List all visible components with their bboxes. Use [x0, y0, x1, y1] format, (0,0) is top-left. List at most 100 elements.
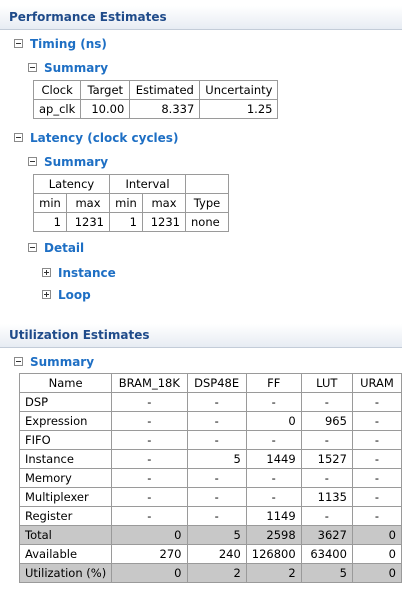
table-cell: -	[300, 468, 353, 488]
collapse-icon[interactable]	[14, 133, 23, 142]
utilization-summary-node[interactable]: Summary	[14, 353, 94, 371]
expand-icon[interactable]	[42, 290, 51, 299]
table-cell: 1231	[66, 212, 110, 232]
table-cell: -	[245, 487, 302, 507]
table-cell: 1	[33, 212, 67, 232]
table-cell: -	[186, 506, 247, 526]
table-header-cell: Clock	[32, 80, 82, 100]
table-cell: -	[300, 430, 353, 450]
table-cell: -	[245, 468, 302, 488]
table-cell: 240	[186, 544, 247, 564]
table-cell: 2598	[245, 525, 302, 545]
table-cell: 1.25	[199, 99, 279, 119]
table-cell: 1449	[245, 449, 302, 469]
table-row: 1 1231 1 1231 none	[33, 212, 229, 232]
table-cell: -	[351, 468, 402, 488]
row-name-cell: Utilization (%)	[18, 563, 113, 583]
table-cell: 0	[351, 563, 402, 583]
table-row: FIFO - - - - -	[18, 430, 402, 450]
instance-tree-node[interactable]: Instance	[42, 264, 116, 282]
table-row: Total 0 5 2598 3627 0	[18, 525, 402, 545]
table-header-cell: Type	[185, 193, 229, 213]
table-row: Memory - - - - -	[18, 468, 402, 488]
table-cell: -	[351, 430, 402, 450]
row-name-cell: Available	[18, 544, 113, 564]
table-header-cell: Estimated	[129, 80, 201, 100]
expand-icon[interactable]	[42, 268, 51, 277]
performance-estimates-header: Performance Estimates	[0, 6, 402, 30]
latency-summary-node[interactable]: Summary	[28, 153, 108, 171]
timing-label: Timing (ns)	[30, 37, 107, 51]
table-cell: -	[111, 487, 188, 507]
row-name-cell: Memory	[18, 468, 113, 488]
table-cell: 5	[186, 449, 247, 469]
table-header-cell: min	[33, 193, 67, 213]
table-cell: 2	[186, 563, 247, 583]
table-cell: 0	[245, 411, 302, 431]
detail-tree-node[interactable]: Detail	[28, 239, 84, 257]
utilization-summary-label: Summary	[30, 355, 95, 369]
timing-summary-node[interactable]: Summary	[28, 59, 108, 77]
table-header-cell: Latency	[33, 174, 110, 194]
table-row: DSP - - - - -	[18, 392, 402, 412]
table-header-cell: BRAM_18K	[111, 373, 188, 393]
table-header-cell: Interval	[109, 174, 186, 194]
collapse-icon[interactable]	[14, 39, 23, 48]
table-header-cell: DSP48E	[186, 373, 247, 393]
table-cell: ap_clk	[32, 99, 82, 119]
table-cell: -	[351, 487, 402, 507]
table-cell: 1	[109, 212, 143, 232]
table-cell: 63400	[300, 544, 353, 564]
table-cell: 270	[111, 544, 188, 564]
collapse-icon[interactable]	[28, 243, 37, 252]
loop-tree-node[interactable]: Loop	[42, 286, 91, 304]
table-cell: -	[300, 392, 353, 412]
collapse-icon[interactable]	[28, 63, 37, 72]
table-cell: 965	[300, 411, 353, 431]
table-cell: -	[186, 487, 247, 507]
table-header-cell: Name	[18, 373, 113, 393]
timing-summary-label: Summary	[44, 61, 109, 75]
table-header-cell: FF	[245, 373, 302, 393]
table-header-cell: max	[66, 193, 110, 213]
table-cell: -	[351, 449, 402, 469]
table-row: Expression - -0 965-	[18, 411, 402, 431]
table-cell: -	[186, 411, 247, 431]
table-cell: -	[111, 411, 188, 431]
table-row: ap_clk 10.00 8.337 1.25	[32, 99, 279, 119]
row-name-cell: DSP	[18, 392, 113, 412]
table-cell: -	[111, 430, 188, 450]
table-cell: -	[351, 392, 402, 412]
table-cell: -	[245, 430, 302, 450]
table-cell: 126800	[245, 544, 302, 564]
timing-table: Clock Target Estimated Uncertainty ap_cl…	[32, 80, 279, 119]
table-cell: -	[351, 506, 402, 526]
table-row: Multiplexer - - -1135-	[18, 487, 402, 507]
table-header-cell: Uncertainty	[199, 80, 279, 100]
table-cell: -	[186, 468, 247, 488]
row-name-cell: Total	[18, 525, 113, 545]
row-name-cell: Register	[18, 506, 113, 526]
table-cell: 0	[111, 525, 188, 545]
utilization-table: Name BRAM_18K DSP48E FF LUT URAM DSP - - - -…	[18, 373, 402, 583]
latency-table: Latency Interval min max min max Type 1 …	[33, 174, 229, 232]
row-name-cell: Instance	[18, 449, 113, 469]
table-row: Register - -1149- -	[18, 506, 402, 526]
performance-estimates-title: Performance Estimates	[9, 10, 167, 24]
loop-label: Loop	[58, 288, 91, 302]
timing-tree-node[interactable]: Timing (ns)	[14, 35, 107, 53]
table-cell: 0	[351, 544, 402, 564]
collapse-icon[interactable]	[14, 357, 23, 366]
row-name-cell: Expression	[18, 411, 113, 431]
table-cell: 8.337	[129, 99, 201, 119]
table-row: Instance -5 1449 1527-	[18, 449, 402, 469]
table-header-cell: min	[109, 193, 143, 213]
latency-summary-label: Summary	[44, 155, 109, 169]
table-cell: 0	[111, 563, 188, 583]
collapse-icon[interactable]	[28, 157, 37, 166]
row-name-cell: FIFO	[18, 430, 113, 450]
table-cell: 3627	[300, 525, 353, 545]
latency-tree-node[interactable]: Latency (clock cycles)	[14, 129, 178, 147]
latency-label: Latency (clock cycles)	[30, 131, 179, 145]
table-cell: -	[111, 449, 188, 469]
